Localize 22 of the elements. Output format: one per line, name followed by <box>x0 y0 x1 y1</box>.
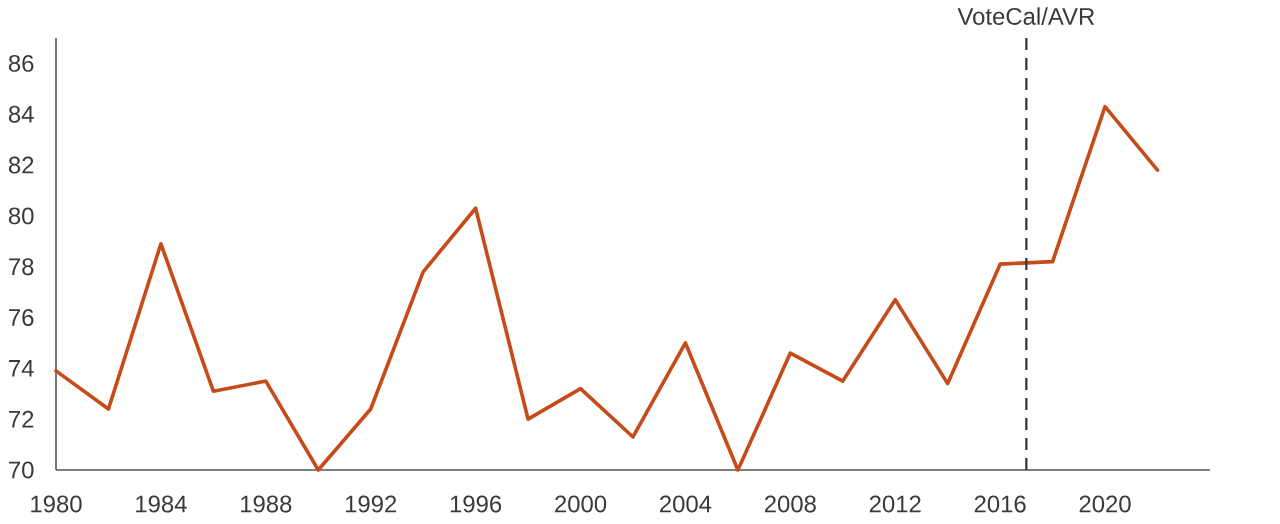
y-tick-label: 72 <box>9 410 34 428</box>
x-tick-label: 1984 <box>136 495 187 513</box>
x-tick-label: 2020 <box>1079 495 1131 513</box>
line-series <box>54 104 1160 472</box>
x-tick-label: 2016 <box>974 495 1026 513</box>
y-tick-label: 78 <box>9 258 34 276</box>
y-tick-label: 84 <box>8 105 34 123</box>
x-tick-label: 2004 <box>660 495 712 513</box>
x-tick-label: 1992 <box>345 495 397 513</box>
ref-line-label: VoteCal/AVR <box>957 7 1095 25</box>
y-tick-label: 76 <box>9 309 34 326</box>
x-tick-label: 2012 <box>869 495 921 513</box>
y-tick-label: 86 <box>8 54 34 72</box>
y-tick-label: 70 <box>9 461 34 479</box>
y-tick-label: 74 <box>9 360 34 377</box>
x-tick-label: 2000 <box>555 495 607 513</box>
y-tick-label: 80 <box>8 207 34 225</box>
x-tick-label: 1996 <box>450 495 502 513</box>
x-tick-label: 1988 <box>241 495 292 513</box>
x-tick-label: 2008 <box>764 495 816 513</box>
y-tick-label: 82 <box>8 156 34 174</box>
x-tick-label: 1980 <box>31 495 82 513</box>
